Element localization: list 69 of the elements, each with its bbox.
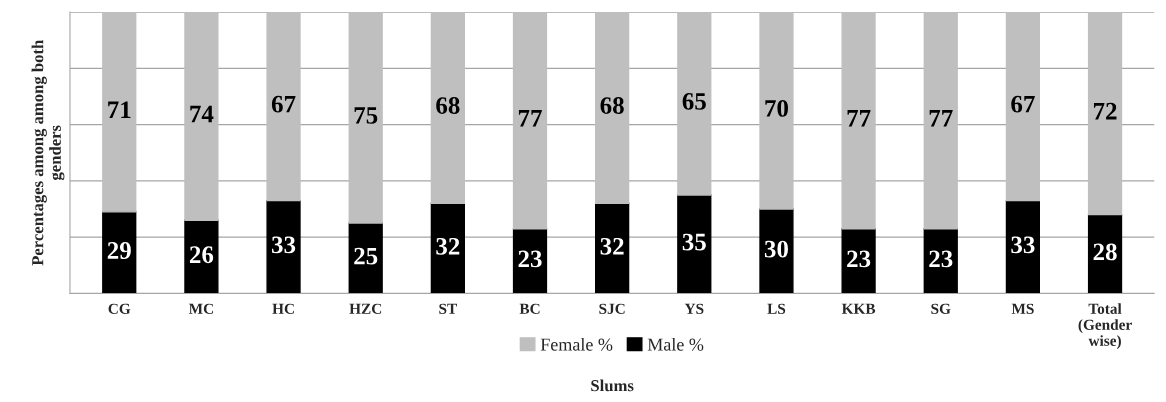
data-label: 23 <box>929 250 953 268</box>
data-label: 77 <box>929 110 953 127</box>
x-axis-title: Slums <box>591 379 634 392</box>
x-tick-label: SG <box>931 303 951 314</box>
data-label: 30 <box>764 240 788 258</box>
data-label: 23 <box>847 250 871 268</box>
data-label: 35 <box>682 233 706 251</box>
bar <box>512 228 548 294</box>
x-tick-label: ST <box>439 303 457 314</box>
bar <box>759 208 794 294</box>
x-tick-label: BC <box>519 303 540 314</box>
data-label: 29 <box>107 242 131 259</box>
bar <box>1087 12 1123 216</box>
data-label: 72 <box>1093 102 1117 120</box>
x-tick-label: MC <box>188 303 213 314</box>
y-axis-title: Percentages among among both genders <box>31 39 65 266</box>
data-label: 71 <box>108 101 131 118</box>
bar <box>266 12 301 202</box>
x-tick-label: HC <box>272 303 294 314</box>
data-label: 74 <box>190 105 214 123</box>
bar <box>923 12 958 230</box>
data-label: 28 <box>1093 243 1117 261</box>
bar <box>184 12 219 221</box>
data-label: 65 <box>682 92 706 110</box>
bar <box>348 12 383 224</box>
x-tick-label: LS <box>767 303 786 314</box>
bar <box>512 12 548 230</box>
data-label: 68 <box>436 97 460 114</box>
data-label: 33 <box>1011 236 1035 254</box>
legend-label: Male % <box>647 337 704 351</box>
bar <box>677 194 712 294</box>
bar <box>430 12 465 205</box>
data-label: 32 <box>600 237 624 255</box>
data-label: 32 <box>436 237 460 255</box>
bar <box>841 12 876 230</box>
x-tick-label: CG <box>108 303 131 314</box>
bar <box>923 228 958 294</box>
data-label: 77 <box>847 110 871 127</box>
data-label: 26 <box>189 246 214 264</box>
x-tick-label: SJC <box>599 303 625 314</box>
bar <box>595 12 630 205</box>
bar <box>102 12 137 213</box>
data-label: 67 <box>1011 95 1035 113</box>
data-label: 70 <box>765 99 788 117</box>
bar <box>841 228 876 294</box>
x-tick-label: KKB <box>841 303 876 314</box>
bar <box>595 202 630 294</box>
bar <box>759 12 794 210</box>
bar <box>102 211 137 294</box>
data-label: 77 <box>518 110 542 127</box>
x-tick-label: Total (Gender wise) <box>1078 303 1132 349</box>
bar <box>266 199 301 294</box>
bar <box>1087 213 1123 294</box>
data-label: 23 <box>518 250 542 268</box>
data-label: 75 <box>354 107 378 124</box>
legend-label: Female % <box>540 337 613 351</box>
bar <box>677 12 712 196</box>
bar <box>1005 12 1041 202</box>
data-label: 68 <box>600 97 624 114</box>
x-tick-label: HZC <box>349 303 382 314</box>
x-tick-label: MS <box>1011 303 1034 314</box>
data-label: 33 <box>271 236 296 254</box>
data-label: 25 <box>354 247 378 265</box>
bar <box>184 219 219 294</box>
bar <box>348 222 383 294</box>
x-tick-label: YS <box>684 303 704 314</box>
bar <box>1005 199 1041 294</box>
data-label: 67 <box>271 95 296 113</box>
bar <box>430 202 465 294</box>
